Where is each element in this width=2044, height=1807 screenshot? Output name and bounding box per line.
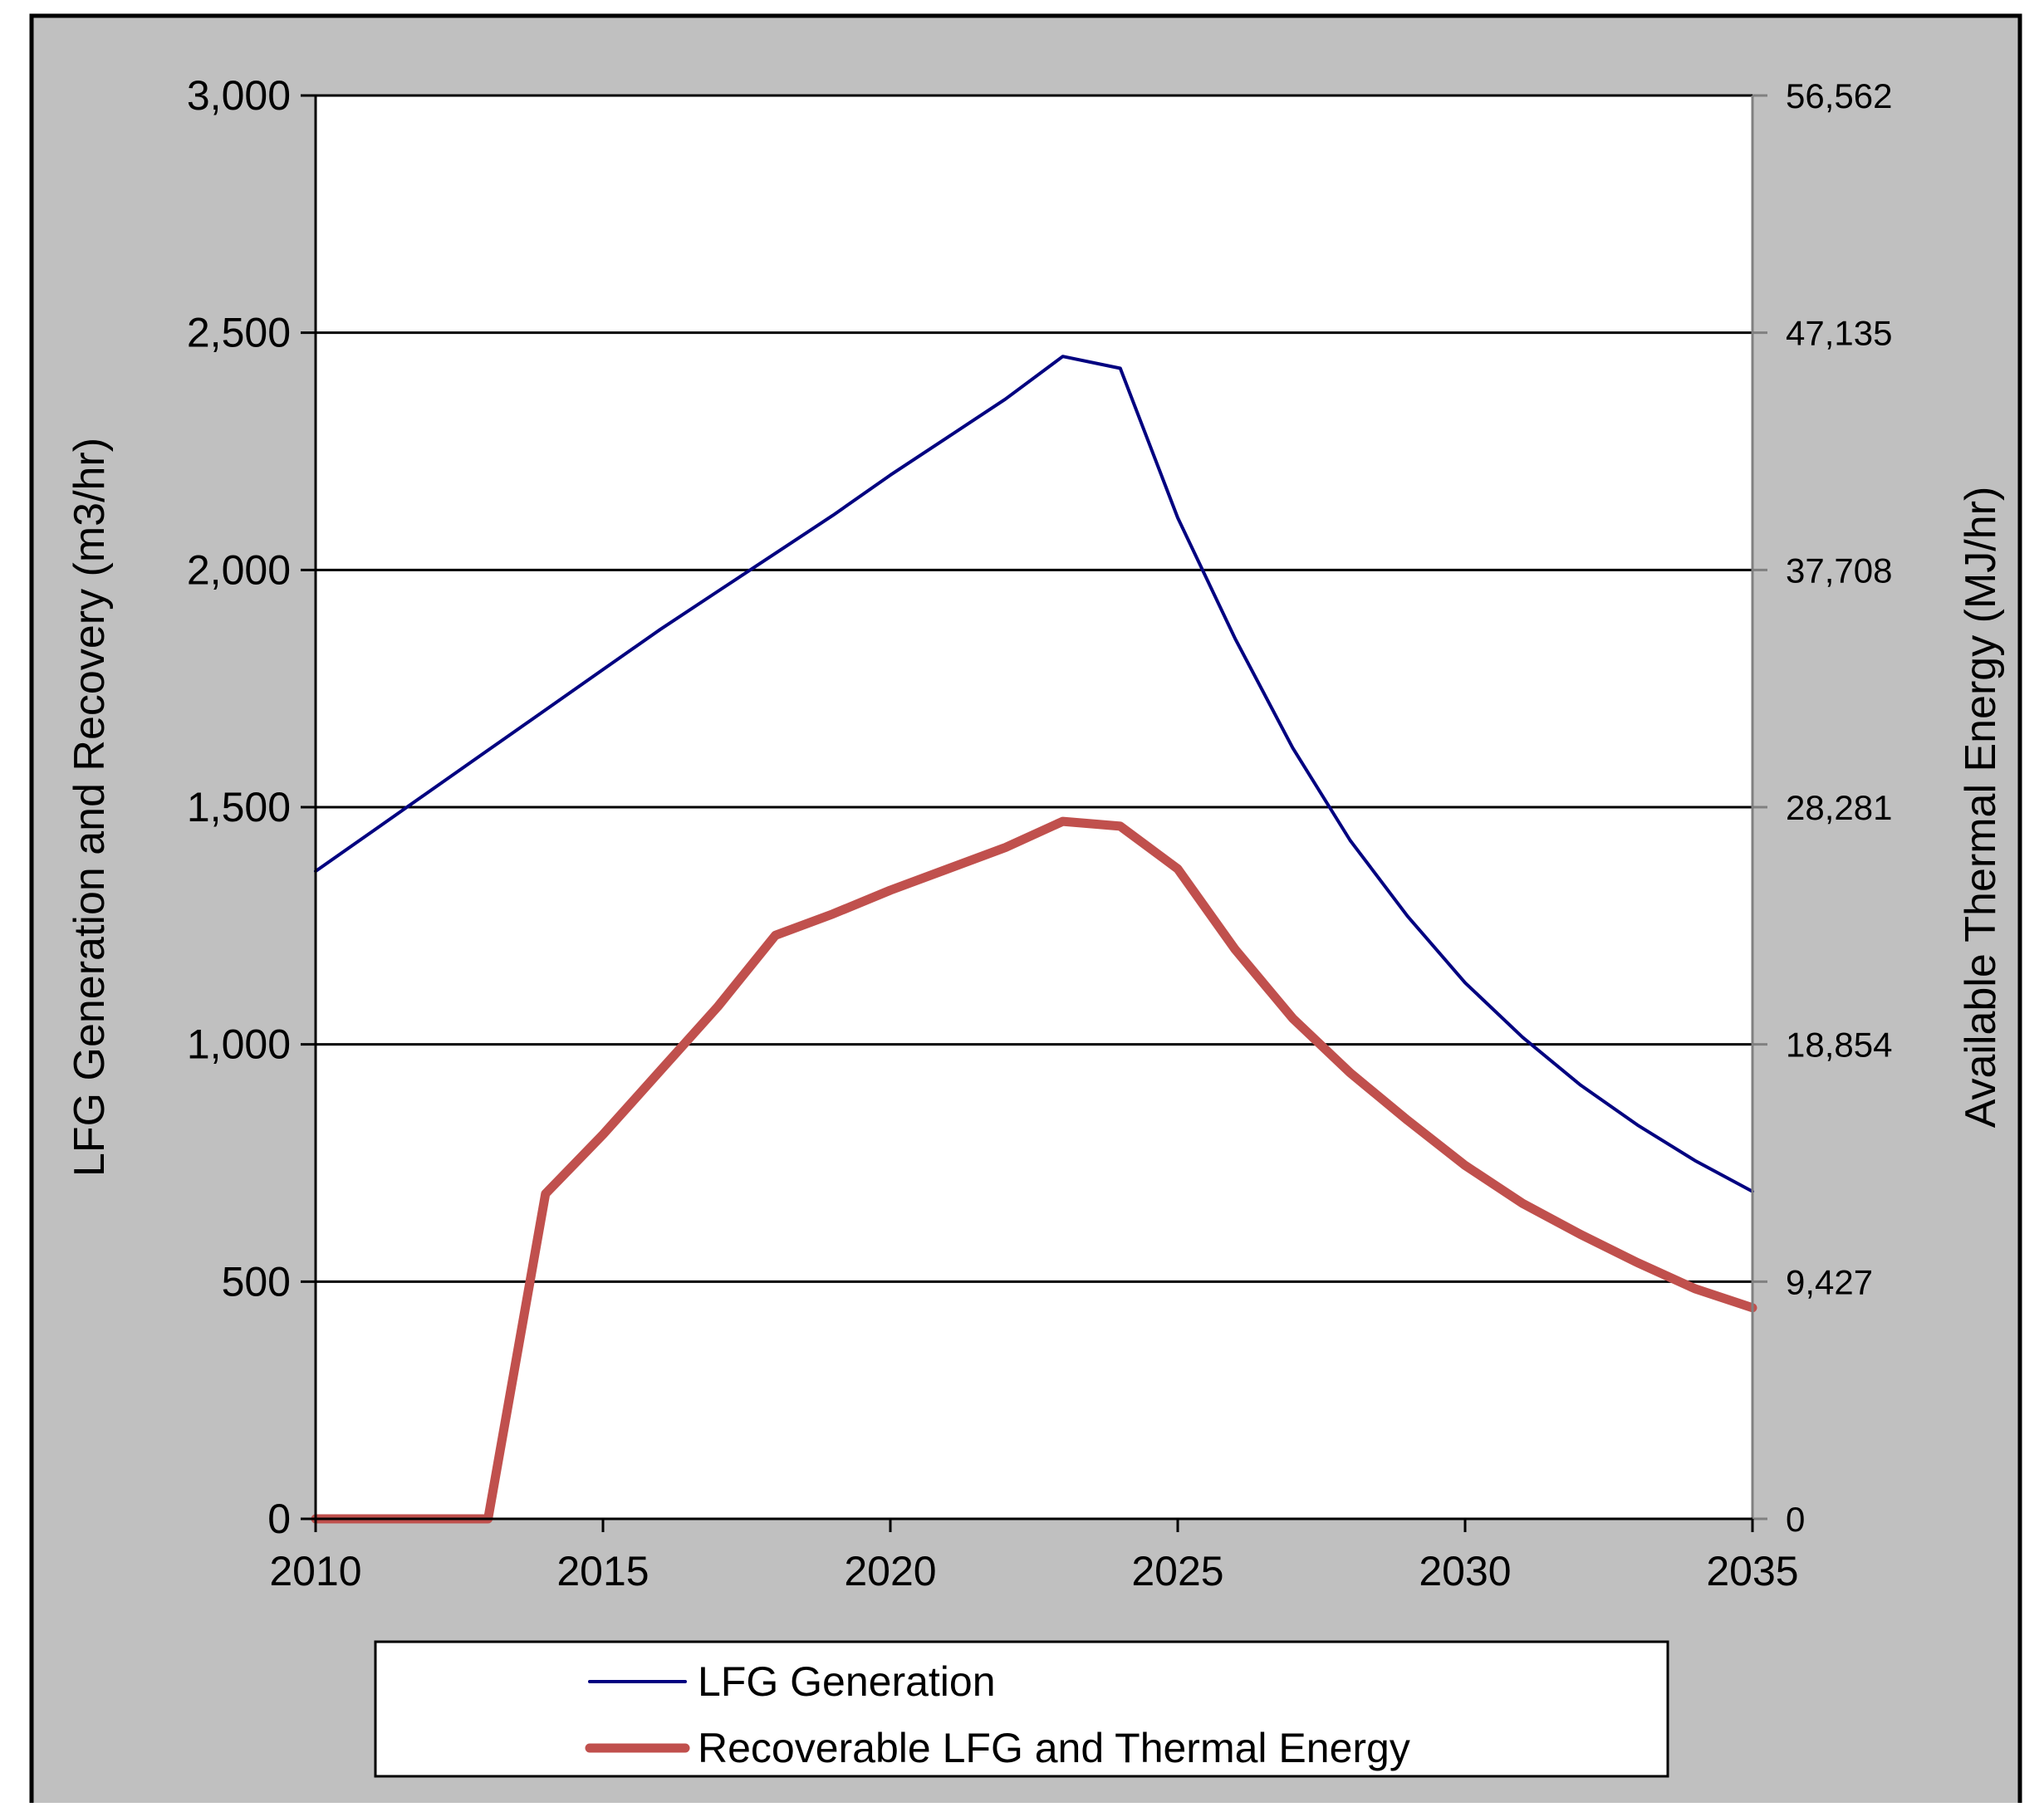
y2-tick-label: 47,135 [1786, 314, 1892, 353]
y-tick-label: 1,500 [187, 784, 291, 830]
series-line-1 [314, 355, 1754, 1193]
x-tick-label: 2025 [1131, 1548, 1223, 1594]
y-tick-label: 1,000 [187, 1021, 291, 1068]
y2-axis-title: Available Thermal Energy (MJ/hr) [1957, 487, 2005, 1129]
axis-ticks: 0 500 1,000 1,500 2,000 2,500 3,000 0 9,427 18,85… [187, 72, 1893, 1594]
y2-tick-label: 9,427 [1786, 1262, 1873, 1301]
y-tick-label: 2,500 [187, 310, 291, 356]
y-axis-title: LFG Generation and Recovery (m3/hr) [66, 438, 114, 1177]
y2-tick-label: 28,281 [1786, 788, 1892, 827]
y2-tick-label: 37,708 [1786, 551, 1892, 590]
gridlines [316, 94, 1752, 1283]
series-lines [311, 355, 1757, 1524]
y2-tick-label: 56,562 [1786, 76, 1892, 115]
y-tick-label: 0 [267, 1496, 291, 1542]
y2-tick-label: 0 [1786, 1500, 1805, 1539]
x-tick-label: 2020 [844, 1548, 936, 1594]
x-tick-label: 2010 [269, 1548, 361, 1594]
x-tick-label: 2030 [1419, 1548, 1511, 1594]
y2-tick-label: 18,854 [1786, 1026, 1892, 1065]
y-tick-label: 3,000 [187, 72, 291, 119]
x-tick-label: 2015 [556, 1548, 649, 1594]
series-line-2 [311, 816, 1757, 1524]
x-tick-label: 2035 [1706, 1548, 1798, 1594]
legend-label-1: LFG Generation [698, 1658, 996, 1705]
legend-box [374, 1640, 1669, 1778]
legend-label-2: Recoverable LFG and Thermal Energy [698, 1725, 1410, 1771]
legend: LFG Generation Recoverable LFG and Therma… [585, 1658, 1410, 1771]
y-tick-label: 2,000 [187, 546, 291, 593]
y-tick-label: 500 [222, 1258, 291, 1305]
